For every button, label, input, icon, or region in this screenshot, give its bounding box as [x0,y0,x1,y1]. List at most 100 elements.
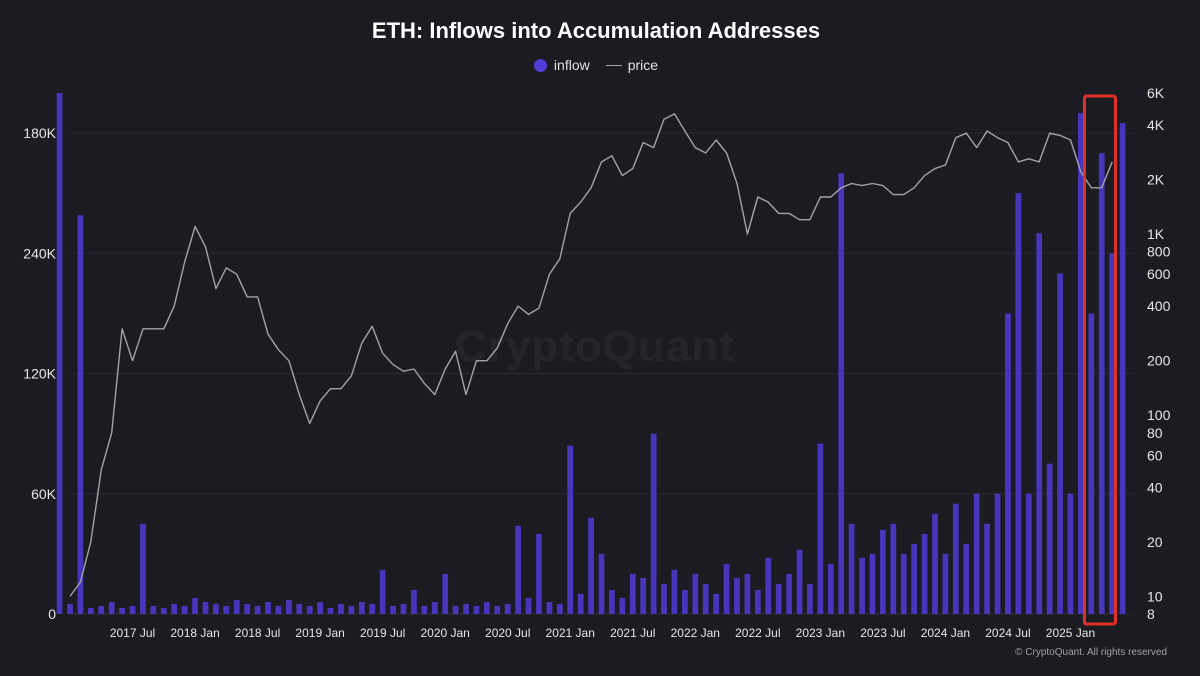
legend: inflow price [0,57,1192,73]
inflow-bar [817,443,824,614]
inflow-bar [713,593,720,614]
x-tick-label: 2018 Jan [170,626,219,640]
inflow-bar [265,601,271,614]
inflow-bar [317,601,323,614]
x-tick-label: 2018 Jul [235,626,280,640]
inflow-bar [619,597,626,614]
inflow-bar [431,601,438,614]
inflow-bar [171,603,178,614]
inflow-bar [150,605,157,614]
inflow-bar [483,601,490,614]
x-tick-label: 2023 Jan [796,626,845,640]
y-right-tick-label: 8 [1147,606,1155,622]
inflow-bar [233,599,240,614]
inflow-bar [87,607,94,614]
inflow-bar [942,553,949,614]
inflow-swatch-icon [533,58,547,72]
inflow-bar [390,605,396,614]
inflow-bar [796,549,803,614]
inflow-bar [1046,463,1053,614]
inflow-bar [504,603,511,614]
inflow-bar [921,533,928,614]
inflow-bar [1036,233,1043,614]
x-tick-label: 2024 Jul [985,626,1030,640]
inflow-bar [1057,273,1063,614]
inflow-bar [723,563,730,614]
inflow-bar [56,93,63,614]
y-right-tick-label: 4K [1147,117,1165,133]
y-right-tick-label: 200 [1147,353,1171,369]
inflow-bar [932,513,938,614]
legend-label-price: price [627,57,659,73]
y-left-tick-label: 0 [48,606,56,622]
y-right-tick-label: 100 [1147,407,1171,423]
inflow-bar [1025,493,1032,614]
inflow-bar [98,605,105,614]
inflow-bar [650,433,657,614]
inflow-bar [244,603,251,614]
y-right-tick-label: 400 [1147,298,1171,314]
inflow-bar [400,603,407,614]
inflow-bar [223,605,230,614]
inflow-bar [67,603,73,614]
x-tick-label: 2025 Jan [1046,626,1095,640]
inflow-bar [254,605,261,614]
inflow-bar [963,543,970,614]
inflow-bar [411,589,417,614]
y-right-tick-label: 40 [1147,479,1163,495]
inflow-bar [358,601,365,614]
x-tick-label: 2024 Jan [921,626,970,640]
x-tick-label: 2020 Jul [485,626,530,640]
inflow-bar [1088,313,1095,614]
inflow-bar [869,553,876,614]
inflow-bar [129,605,136,614]
inflow-bar [338,603,344,614]
inflow-bar [546,601,553,614]
x-tick-label: 2019 Jul [360,626,405,640]
inflow-bar [556,603,563,614]
inflow-bar [1015,193,1022,614]
inflow-bar [754,589,761,614]
inflow-bar [890,523,897,614]
inflow-bar [775,583,782,614]
watermark: CryptoQuant [455,322,735,372]
inflow-bar [442,573,449,614]
inflow-bar [296,603,303,614]
legend-item-inflow[interactable]: inflow [533,57,590,73]
inflow-bar [640,577,647,614]
inflow-bar [160,607,167,614]
inflow-bar [202,601,209,614]
inflow-bar [734,577,740,614]
inflow-bar [421,605,428,614]
legend-label-inflow: inflow [553,57,590,73]
inflow-bar [213,603,219,614]
inflow-bar [671,569,678,614]
y-right-tick-label: 2K [1147,171,1165,187]
x-tick-label: 2019 Jan [295,626,344,640]
x-tick-label: 2021 Jul [610,626,655,640]
inflow-bar [379,569,386,614]
price-swatch-icon [605,64,622,66]
inflow-bar [807,583,813,614]
legend-item-price[interactable]: price [605,57,659,73]
inflow-bar [629,573,636,614]
inflow-bar [463,603,469,614]
inflow-bar [536,533,542,614]
highlight-box [1082,94,1117,626]
inflow-bar [348,605,355,614]
y-left-tick-label: 240K [23,245,56,261]
inflow-bar [1005,313,1011,614]
inflow-bar [1119,123,1126,615]
inflow-bar [369,603,376,614]
y-left-tick-label: 60K [31,486,57,502]
inflow-bar [119,607,125,614]
inflow-bar [786,573,792,614]
inflow-bar [181,605,188,614]
y-right-tick-label: 10 [1147,588,1163,604]
inflow-bar [327,607,334,614]
inflow-bar [1067,493,1074,614]
inflow-bar [192,597,198,614]
inflow-bar [911,543,918,614]
inflow-bar [494,605,501,614]
y-right-tick-label: 60 [1147,447,1163,463]
